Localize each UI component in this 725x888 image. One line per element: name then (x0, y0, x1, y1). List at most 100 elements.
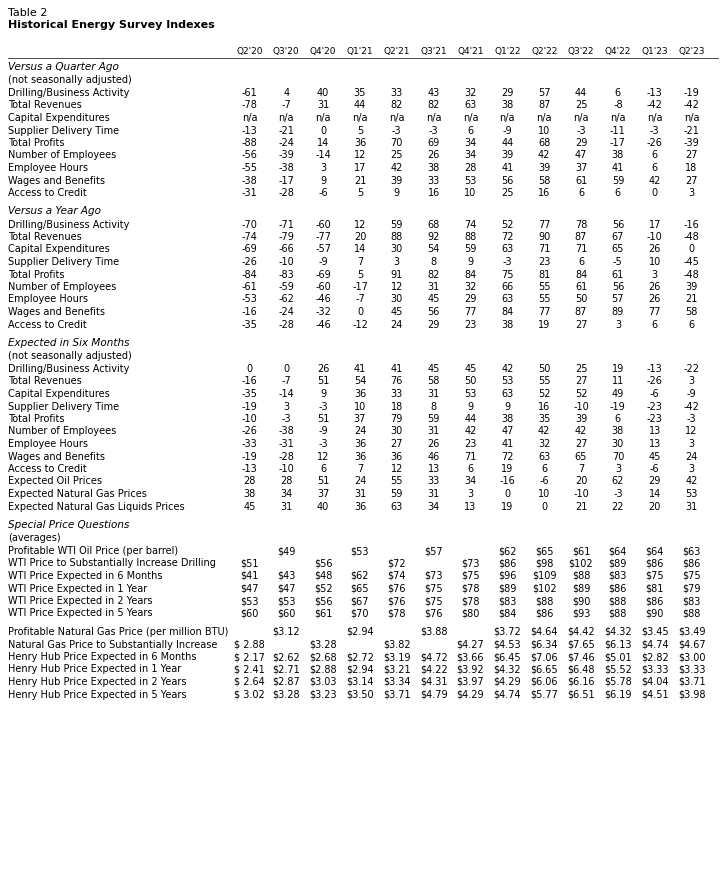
Text: 25: 25 (575, 364, 587, 374)
Text: $6.45: $6.45 (494, 652, 521, 662)
Text: 63: 63 (501, 244, 513, 255)
Text: -23: -23 (647, 414, 663, 424)
Text: 9: 9 (468, 401, 473, 411)
Text: 55: 55 (538, 377, 550, 386)
Text: 88: 88 (391, 232, 403, 242)
Text: 77: 77 (648, 307, 661, 317)
Text: $60: $60 (277, 608, 296, 619)
Text: $74: $74 (388, 571, 406, 581)
Text: $2.71: $2.71 (273, 664, 300, 675)
Text: $6.51: $6.51 (567, 689, 594, 700)
Text: 8: 8 (431, 401, 436, 411)
Text: $64: $64 (609, 546, 627, 556)
Text: -46: -46 (315, 295, 331, 305)
Text: $81: $81 (645, 583, 664, 593)
Text: $2.88: $2.88 (310, 664, 337, 675)
Text: Total Revenues: Total Revenues (8, 100, 82, 110)
Text: $6.19: $6.19 (604, 689, 631, 700)
Text: 42: 42 (538, 426, 550, 437)
Text: 28: 28 (243, 477, 256, 487)
Text: $5.77: $5.77 (530, 689, 558, 700)
Text: -69: -69 (315, 269, 331, 280)
Text: n/a: n/a (315, 113, 331, 123)
Text: 17: 17 (649, 219, 661, 229)
Text: 44: 44 (575, 88, 587, 98)
Text: 21: 21 (575, 502, 587, 511)
Text: $6.06: $6.06 (531, 677, 558, 687)
Text: $83: $83 (498, 596, 516, 606)
Text: 65: 65 (575, 451, 587, 462)
Text: 77: 77 (464, 307, 477, 317)
Text: $61: $61 (314, 608, 332, 619)
Text: 71: 71 (464, 451, 476, 462)
Text: 61: 61 (575, 176, 587, 186)
Text: n/a: n/a (536, 113, 552, 123)
Text: 38: 38 (612, 426, 624, 437)
Text: 71: 71 (538, 244, 550, 255)
Text: 38: 38 (501, 320, 513, 329)
Text: -38: -38 (241, 176, 257, 186)
Text: Profitable Natural Gas Price (per million BTU): Profitable Natural Gas Price (per millio… (8, 627, 228, 637)
Text: 7: 7 (357, 257, 363, 267)
Text: 55: 55 (391, 477, 403, 487)
Text: -33: -33 (241, 439, 257, 449)
Text: -56: -56 (241, 150, 257, 161)
Text: 25: 25 (501, 188, 513, 198)
Text: 41: 41 (391, 364, 403, 374)
Text: 56: 56 (612, 219, 624, 229)
Text: 59: 59 (391, 219, 403, 229)
Text: $79: $79 (682, 583, 701, 593)
Text: 61: 61 (575, 282, 587, 292)
Text: $6.16: $6.16 (567, 677, 594, 687)
Text: 7: 7 (357, 464, 363, 474)
Text: $88: $88 (535, 596, 553, 606)
Text: 67: 67 (612, 232, 624, 242)
Text: 6: 6 (615, 414, 621, 424)
Text: $4.27: $4.27 (457, 639, 484, 649)
Text: -35: -35 (241, 389, 257, 399)
Text: 3: 3 (689, 377, 695, 386)
Text: $86: $86 (682, 559, 701, 568)
Text: $73: $73 (424, 571, 443, 581)
Text: $7.65: $7.65 (567, 639, 595, 649)
Text: WTI Price Expected in 5 Years: WTI Price Expected in 5 Years (8, 608, 152, 619)
Text: Wages and Benefits: Wages and Benefits (8, 307, 105, 317)
Text: 57: 57 (612, 295, 624, 305)
Text: Profitable WTI Oil Price (per barrel): Profitable WTI Oil Price (per barrel) (8, 546, 178, 556)
Text: -26: -26 (241, 257, 257, 267)
Text: $6.13: $6.13 (604, 639, 631, 649)
Text: $76: $76 (388, 583, 406, 593)
Text: $2.68: $2.68 (310, 652, 337, 662)
Text: Q3'22: Q3'22 (568, 47, 594, 56)
Text: -11: -11 (610, 125, 626, 136)
Text: $84: $84 (498, 608, 516, 619)
Text: 14: 14 (317, 138, 329, 148)
Text: $3.71: $3.71 (678, 677, 705, 687)
Text: $3.28: $3.28 (310, 639, 337, 649)
Text: 47: 47 (575, 150, 587, 161)
Text: n/a: n/a (426, 113, 442, 123)
Text: 23: 23 (464, 439, 476, 449)
Text: 56: 56 (612, 282, 624, 292)
Text: $5.01: $5.01 (604, 652, 631, 662)
Text: (not seasonally adjusted): (not seasonally adjusted) (8, 75, 132, 85)
Text: 69: 69 (428, 138, 440, 148)
Text: $2.94: $2.94 (346, 627, 374, 637)
Text: $88: $88 (609, 608, 627, 619)
Text: 92: 92 (428, 232, 440, 242)
Text: 45: 45 (243, 502, 256, 511)
Text: Henry Hub Price Expected in 1 Year: Henry Hub Price Expected in 1 Year (8, 664, 181, 675)
Text: -9: -9 (502, 125, 512, 136)
Text: $86: $86 (498, 559, 516, 568)
Text: -13: -13 (647, 364, 663, 374)
Text: -28: -28 (278, 451, 294, 462)
Text: 87: 87 (575, 232, 587, 242)
Text: -3: -3 (318, 401, 328, 411)
Text: 31: 31 (354, 489, 366, 499)
Text: 41: 41 (612, 163, 624, 173)
Text: Q4'22: Q4'22 (605, 47, 631, 56)
Text: -16: -16 (684, 219, 700, 229)
Text: 24: 24 (685, 451, 697, 462)
Text: 41: 41 (354, 364, 366, 374)
Text: $4.42: $4.42 (567, 627, 594, 637)
